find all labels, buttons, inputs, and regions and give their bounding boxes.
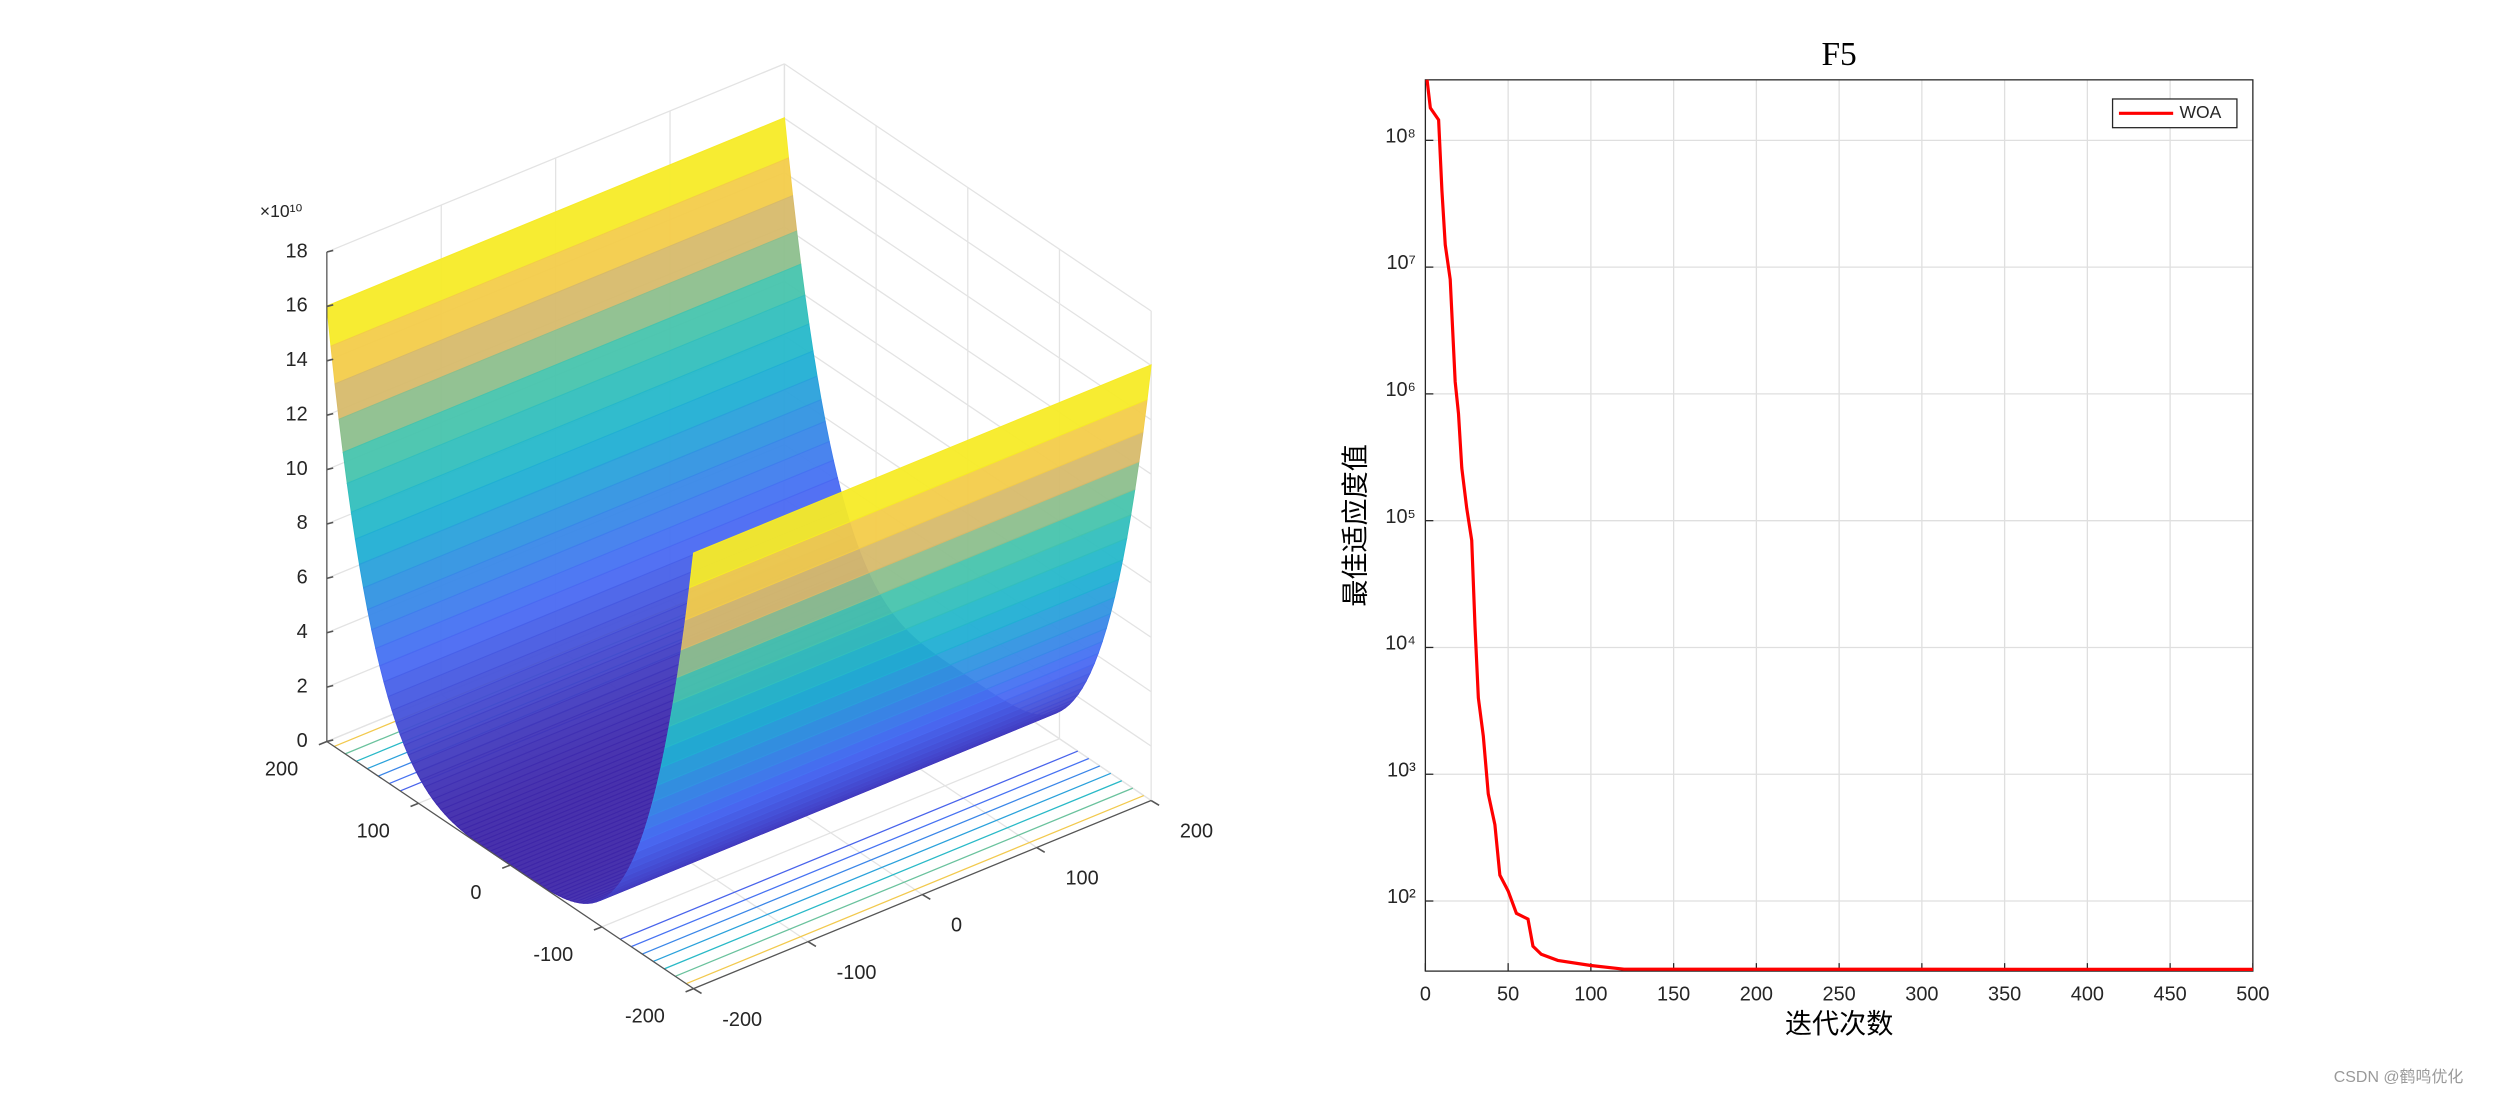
contour-line xyxy=(674,787,1134,977)
contour-line xyxy=(685,794,1145,985)
y-tick-label: -200 xyxy=(722,1009,762,1031)
convergence-plot: 0 50 100 150 200 250 300 350 400 450 500 10² 10³ 10⁴ 1… xyxy=(1341,36,2270,1039)
x-tick xyxy=(318,740,328,746)
y-tick-label: -100 xyxy=(837,962,877,984)
x-tick xyxy=(593,926,603,931)
y-tick xyxy=(1150,799,1160,806)
z-tick xyxy=(326,739,334,743)
z-tick xyxy=(326,304,334,308)
z-tick xyxy=(326,575,334,580)
y-tick xyxy=(807,940,817,948)
x-tick-label: 200 xyxy=(265,758,298,780)
z-tick-label: 8 xyxy=(297,512,308,534)
z-tick-label: 2 xyxy=(297,675,308,697)
contour-line xyxy=(630,757,1090,948)
y-tick xyxy=(921,893,931,901)
x-tick-label: 300 xyxy=(1905,983,1938,1005)
x-tick-label: 0 xyxy=(1420,983,1431,1005)
z-tick xyxy=(326,521,334,525)
x-tick-label: 500 xyxy=(2236,983,2269,1005)
z-tick xyxy=(326,684,334,688)
y-tick-label: 10⁶ xyxy=(1385,379,1415,401)
y-tick-label: 100 xyxy=(1065,868,1098,890)
y-tick-label: 0 xyxy=(951,915,962,937)
x-tick-label: 100 xyxy=(1574,983,1607,1005)
x-tick-label: 450 xyxy=(2154,983,2187,1005)
z-tick-label: 12 xyxy=(286,403,308,425)
y-axis-label: 最佳适应度值 xyxy=(1341,444,1371,607)
x-tick-label: 100 xyxy=(357,820,390,842)
y-tick xyxy=(693,987,702,995)
x-tick-label: -200 xyxy=(625,1006,665,1028)
x-tick xyxy=(501,864,511,870)
x-tick xyxy=(685,987,694,993)
y-tick-label: 10⁸ xyxy=(1385,125,1416,147)
z-tick-label: 6 xyxy=(297,567,308,589)
x-tick-label: -100 xyxy=(533,944,573,966)
y-tick xyxy=(1036,846,1046,854)
z-tick xyxy=(326,412,334,416)
surface-plot: 0 2 4 6 8 10 12 14 16 18 -200 -100 0 100 200 -200 -100 0 1… xyxy=(260,63,1213,1031)
y-tick-label: 200 xyxy=(1180,821,1213,843)
y-tick-label: 10² xyxy=(1387,886,1416,908)
surface-strip xyxy=(688,364,1152,589)
series-line xyxy=(1425,79,2253,971)
watermark: CSDN @鹤鸣优化 xyxy=(2334,1068,2464,1086)
z-tick-label: 14 xyxy=(286,349,308,371)
contour-line xyxy=(652,772,1112,963)
z-tick-label: 4 xyxy=(297,621,308,643)
z-tick xyxy=(326,630,334,634)
z-tick-label: 16 xyxy=(286,295,308,317)
z-tick xyxy=(326,358,334,362)
contour-line xyxy=(641,765,1101,955)
z-tick xyxy=(326,467,334,471)
y-tick-label: 10⁷ xyxy=(1386,252,1415,274)
x-axis-label: 迭代次数 xyxy=(1785,1009,1893,1039)
x-tick-label: 50 xyxy=(1497,983,1519,1005)
z-tick-label: 0 xyxy=(297,730,308,752)
z-tick-label: 18 xyxy=(286,240,308,262)
z-exponent-label: ×10¹⁰ xyxy=(260,201,303,221)
x-tick-label: 350 xyxy=(1988,983,2021,1005)
legend-box xyxy=(2111,98,2238,129)
y-tick-label: 10⁵ xyxy=(1385,506,1415,528)
y-tick-label: 10³ xyxy=(1387,759,1416,781)
x-tick-label: 250 xyxy=(1823,983,1856,1005)
x-tick-label: 150 xyxy=(1657,983,1690,1005)
y-tick-label: 10⁴ xyxy=(1385,633,1416,655)
x-tick xyxy=(410,802,419,808)
plot-frame xyxy=(1424,79,2254,972)
x-tick-label: 200 xyxy=(1740,983,1773,1005)
x-tick-label: 0 xyxy=(470,882,481,904)
contour-line xyxy=(663,780,1123,970)
contour-line xyxy=(619,750,1079,940)
chart-title: F5 xyxy=(1821,36,1856,73)
z-tick xyxy=(326,249,334,253)
x-tick-label: 400 xyxy=(2071,983,2104,1005)
legend-label: WOA xyxy=(2180,102,2222,122)
z-tick-label: 10 xyxy=(286,458,308,480)
